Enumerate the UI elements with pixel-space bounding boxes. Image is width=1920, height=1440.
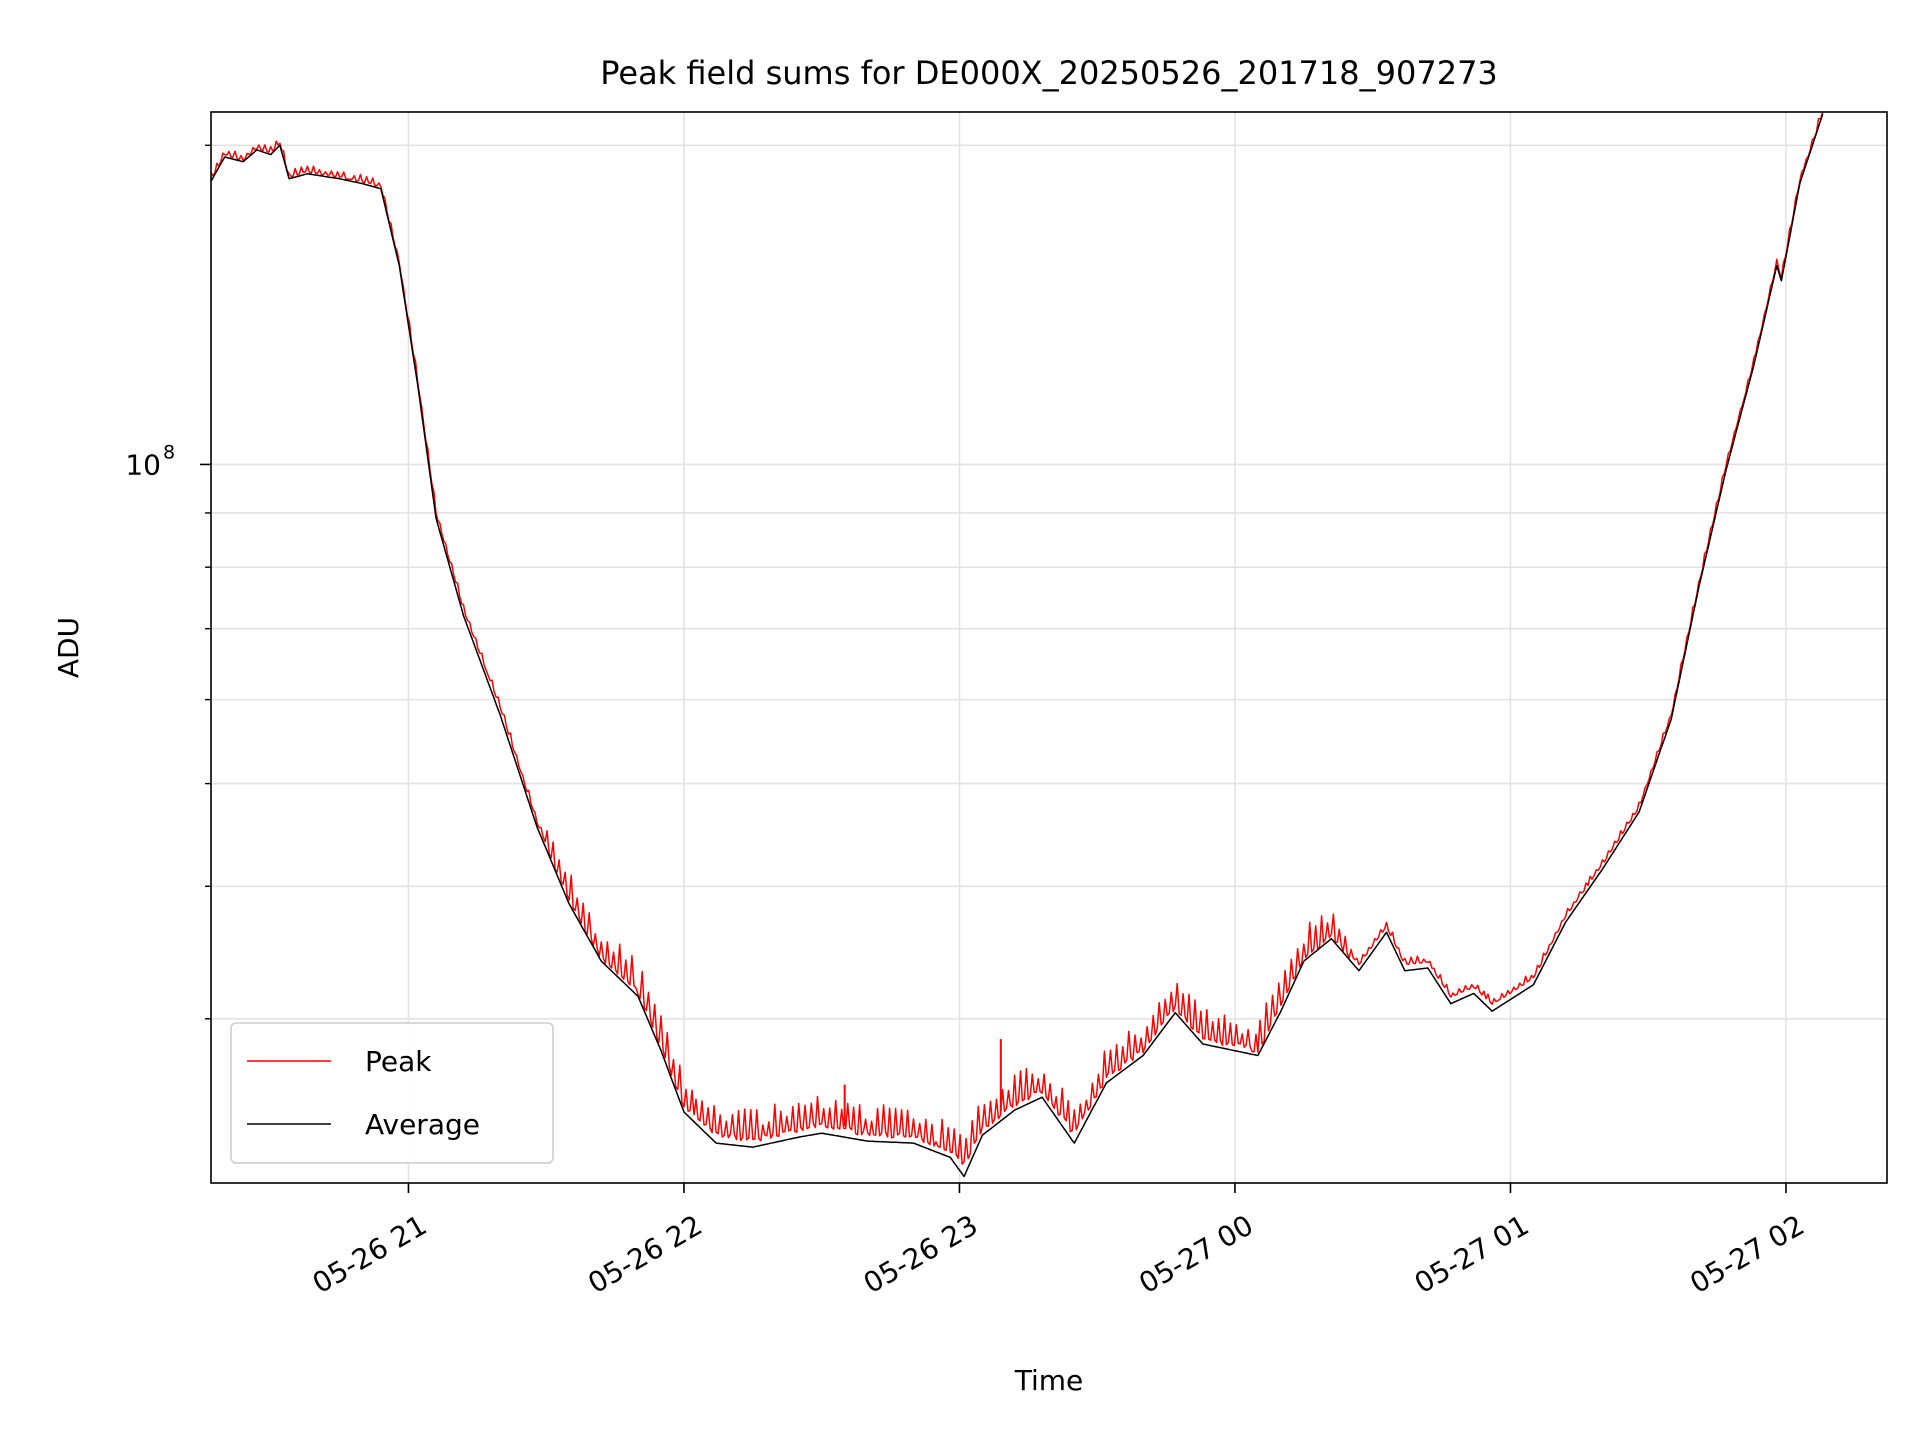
y-axis-label: ADU — [52, 617, 85, 678]
legend: Peak Average — [230, 1022, 554, 1164]
legend-label-average: Average — [365, 1108, 480, 1141]
series-line-average — [211, 113, 1824, 1178]
y-axis: 10 8 — [125, 144, 211, 1020]
y-tick-label: 10 — [125, 448, 161, 481]
series-line-peak — [211, 112, 1824, 1165]
legend-box — [230, 1022, 554, 1164]
series-layer — [211, 112, 1824, 1178]
plot-frame — [210, 111, 1888, 1184]
x-axis-label: Time — [1014, 1364, 1084, 1397]
legend-label-peak: Peak — [365, 1045, 432, 1078]
series-clip-group — [211, 112, 1824, 1178]
chart-title: Peak field sums for DE000X_20250526_2017… — [600, 54, 1498, 92]
y-tick-label-exponent: 8 — [163, 441, 175, 463]
grid — [211, 112, 1887, 1183]
